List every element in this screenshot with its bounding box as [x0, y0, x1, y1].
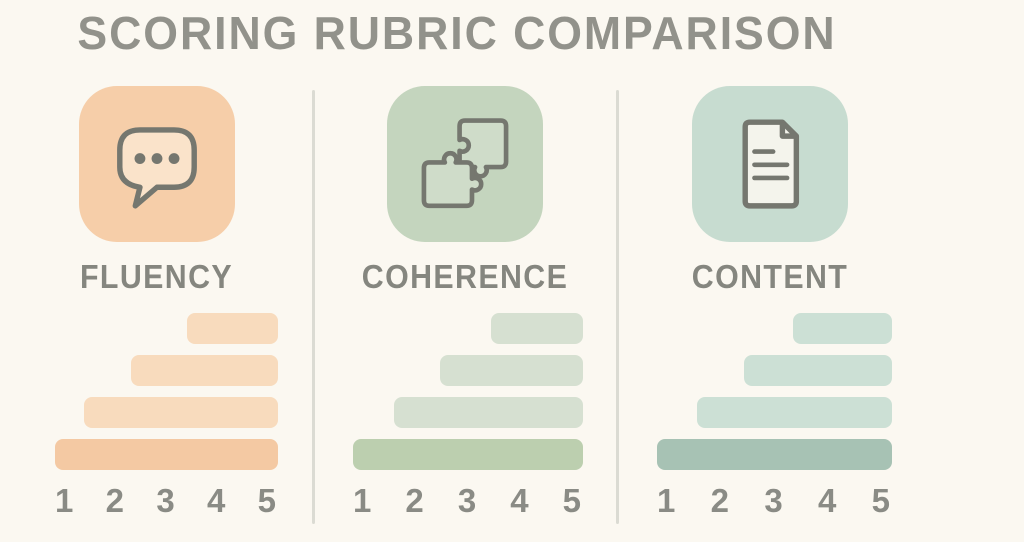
axis-tick-label: 3 — [156, 482, 175, 519]
score-bar — [84, 397, 278, 428]
score-bar — [353, 439, 583, 470]
axis-tick-label: 5 — [257, 482, 276, 519]
axis-tick-label: 3 — [457, 482, 477, 519]
column-divider — [616, 90, 619, 524]
score-bar — [55, 439, 278, 470]
axis-tick-label: 4 — [510, 482, 529, 519]
speech-bubble-icon — [116, 127, 197, 209]
axis-tick-label: 4 — [817, 482, 837, 519]
score-bar — [743, 355, 892, 386]
axis-tick-label: 2 — [710, 482, 730, 519]
panel-label: FLUENCY — [79, 258, 234, 295]
coherence-icon-tile — [387, 86, 543, 242]
score-bar — [491, 313, 583, 344]
axis-tick-label: 1 — [657, 482, 676, 519]
axis-tick-label: 4 — [206, 482, 226, 519]
axis-tick-label: 5 — [562, 482, 581, 519]
score-bar — [793, 313, 892, 344]
column-divider — [312, 90, 315, 524]
axis-tick-label: 3 — [764, 482, 783, 519]
score-bars — [55, 313, 278, 470]
score-bars — [353, 313, 583, 470]
axis-tick-label: 2 — [405, 482, 424, 519]
axis-tick-label: 1 — [55, 482, 74, 519]
fluency-icon-tile — [78, 86, 235, 242]
page-title: SCORING RUBRIC COMPARISON — [77, 7, 837, 59]
score-bar — [394, 397, 583, 428]
axis-tick-label: 1 — [353, 482, 372, 519]
panel-label: COHERENCE — [361, 258, 569, 295]
score-bar — [440, 355, 583, 386]
score-bars — [657, 313, 892, 470]
panel-label: CONTENT — [691, 258, 849, 295]
puzzle-icon — [421, 118, 509, 209]
score-bar — [657, 439, 892, 470]
document-icon — [742, 119, 800, 209]
axis-tick-label: 5 — [871, 482, 890, 519]
content-icon-tile — [692, 86, 848, 242]
score-bar — [130, 355, 278, 386]
score-bar — [696, 397, 892, 428]
score-bar — [186, 313, 278, 344]
axis-tick-label: 2 — [105, 482, 125, 519]
